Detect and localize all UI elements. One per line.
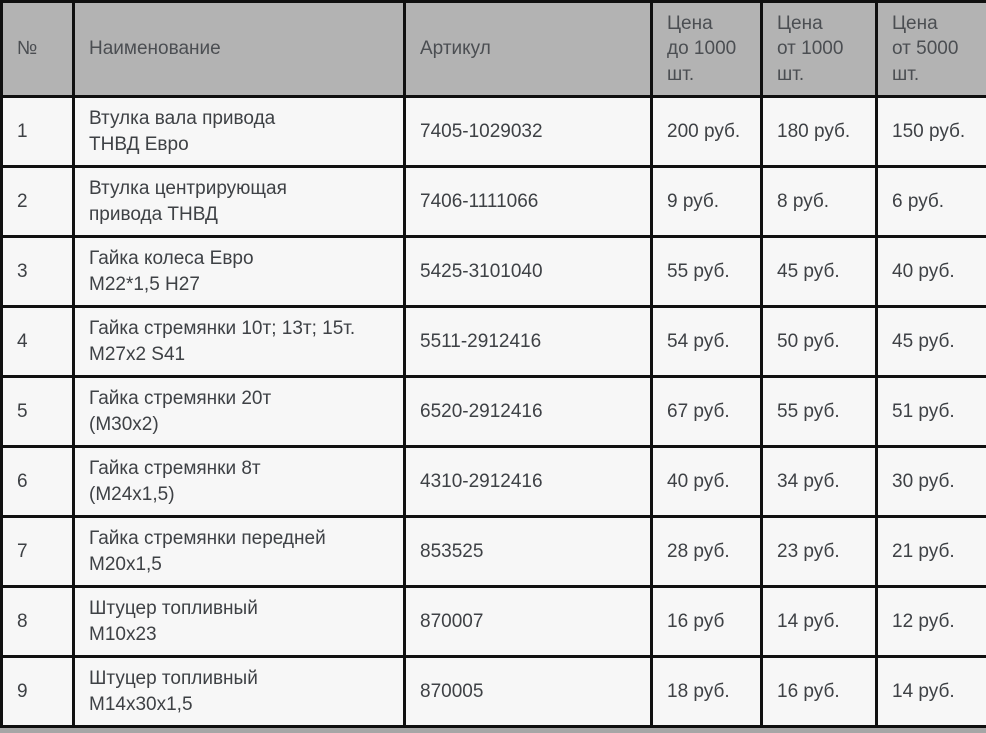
cell-name: Штуцер топливный М14х30х1,5 xyxy=(74,657,405,727)
cell-article: 4310-2912416 xyxy=(405,447,652,517)
cell-price2: 180 руб. xyxy=(762,97,877,167)
cell-price1: 55 руб. xyxy=(652,237,762,307)
cell-price3: 51 руб. xyxy=(877,377,986,447)
cell-name: Гайка стремянки 10т; 13т; 15т. М27х2 S41 xyxy=(74,307,405,377)
cell-name: Гайка колеса Евро М22*1,5 Н27 xyxy=(74,237,405,307)
cell-price1: 54 руб. xyxy=(652,307,762,377)
cell-article: 5511-2912416 xyxy=(405,307,652,377)
column-header-price3: Цена от 5000 шт. xyxy=(877,2,986,97)
cell-num: 6 xyxy=(2,447,74,517)
cell-price2: 50 руб. xyxy=(762,307,877,377)
cell-num: 3 xyxy=(2,237,74,307)
cell-price2: 45 руб. xyxy=(762,237,877,307)
cell-price1: 18 руб. xyxy=(652,657,762,727)
cell-name: Гайка стремянки 8т (М24х1,5) xyxy=(74,447,405,517)
cell-name: Гайка стремянки 20т (М30х2) xyxy=(74,377,405,447)
cell-article: 7406-1111066 xyxy=(405,167,652,237)
cell-article: 870007 xyxy=(405,587,652,657)
cell-num: 1 xyxy=(2,97,74,167)
cell-price3: 30 руб. xyxy=(877,447,986,517)
cell-price2: 23 руб. xyxy=(762,517,877,587)
cell-article: 5425-3101040 xyxy=(405,237,652,307)
cell-price1: 28 руб. xyxy=(652,517,762,587)
cell-price3: 45 руб. xyxy=(877,307,986,377)
cell-name: Втулка центрирующая привода ТНВД xyxy=(74,167,405,237)
cell-name: Гайка стремянки передней М20х1,5 xyxy=(74,517,405,587)
cell-name: Штуцер топливный М10х23 xyxy=(74,587,405,657)
cell-num: 7 xyxy=(2,517,74,587)
cell-price2: 8 руб. xyxy=(762,167,877,237)
cell-price3: 6 руб. xyxy=(877,167,986,237)
cell-name: Втулка вала привода ТНВД Евро xyxy=(74,97,405,167)
cell-article: 870005 xyxy=(405,657,652,727)
cell-price3: 150 руб. xyxy=(877,97,986,167)
cell-price3: 21 руб. xyxy=(877,517,986,587)
cell-num: 8 xyxy=(2,587,74,657)
cell-price1: 9 руб. xyxy=(652,167,762,237)
cell-price1: 200 руб. xyxy=(652,97,762,167)
cell-price1: 16 руб xyxy=(652,587,762,657)
cell-num: 4 xyxy=(2,307,74,377)
cell-num: 9 xyxy=(2,657,74,727)
cell-num: 2 xyxy=(2,167,74,237)
cell-price2: 34 руб. xyxy=(762,447,877,517)
cell-price3: 12 руб. xyxy=(877,587,986,657)
cell-article: 6520-2912416 xyxy=(405,377,652,447)
cell-num: 5 xyxy=(2,377,74,447)
column-header-price1: Цена до 1000 шт. xyxy=(652,2,762,97)
cell-article: 853525 xyxy=(405,517,652,587)
cell-price2: 14 руб. xyxy=(762,587,877,657)
cell-price2: 16 руб. xyxy=(762,657,877,727)
cell-price3: 40 руб. xyxy=(877,237,986,307)
column-header-num: № xyxy=(2,2,74,97)
column-header-article: Артикул xyxy=(405,2,652,97)
cell-price3: 14 руб. xyxy=(877,657,986,727)
cell-price1: 40 руб. xyxy=(652,447,762,517)
cell-price1: 67 руб. xyxy=(652,377,762,447)
cell-price2: 55 руб. xyxy=(762,377,877,447)
cell-article: 7405-1029032 xyxy=(405,97,652,167)
column-header-name: Наименование xyxy=(74,2,405,97)
column-header-price2: Цена от 1000 шт. xyxy=(762,2,877,97)
